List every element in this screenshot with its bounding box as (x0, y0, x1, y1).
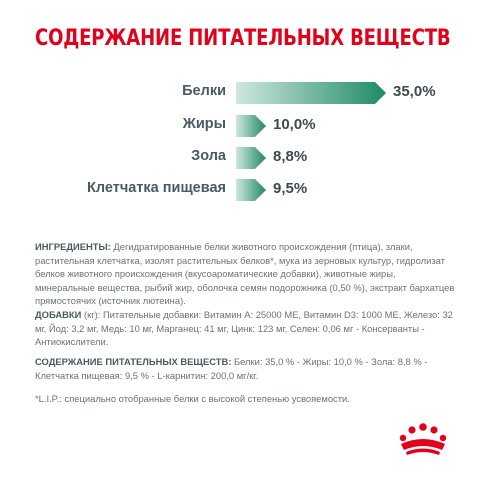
nutrient-bar-shape (236, 147, 266, 169)
additives-block: ДОБАВКИ (кг): Питательные добавки: Витам… (35, 308, 455, 349)
nutrient-bar (236, 115, 266, 137)
nutrients-summary-text: Белки: 35,0 % - Жиры: 10,0 % - Зола: 8,8… (35, 356, 428, 381)
nutrient-value: 8,8% (273, 148, 308, 165)
nutrient-value: 35,0% (393, 83, 436, 100)
nutrient-label: Жиры (182, 116, 226, 132)
royal-canin-crown-logo (399, 423, 447, 455)
ingredients-text: Дегидратированные белки животного происх… (35, 241, 455, 307)
nutrient-row-fiber: Клетчатка пищевая 9,5% (0, 179, 480, 201)
nutrient-row-protein: Белки 35,0% (0, 82, 480, 104)
nutrient-bar (236, 82, 386, 104)
additives-text: (кг): Питательные добавки: Витамин А: 25… (35, 309, 453, 348)
nutrient-row-ash: Зола 8,8% (0, 147, 480, 169)
nutrient-bar-shape (236, 115, 266, 137)
page-title: СОДЕРЖАНИЕ ПИТАТЕЛЬНЫХ ВЕЩЕСТВ (35, 26, 451, 51)
nutrient-bar (236, 179, 266, 201)
nutrient-bar (236, 147, 266, 169)
nutrient-label: Белки (182, 83, 226, 99)
nutrients-summary-block: СОДЕРЖАНИЕ ПИТАТЕЛЬНЫХ ВЕЩЕСТВ: Белки: 3… (35, 355, 455, 382)
nutrient-value: 10,0% (273, 116, 316, 133)
footnote: *L.I.P.: специально отобранные белки с в… (35, 393, 350, 404)
ingredients-block: ИНГРЕДИЕНТЫ: Дегидратированные белки жив… (35, 240, 455, 308)
nutrient-label: Зола (191, 148, 226, 164)
additives-label: ДОБАВКИ (35, 309, 82, 320)
nutrient-bar-shape (236, 82, 386, 104)
ingredients-label: ИНГРЕДИЕНТЫ: (35, 241, 111, 252)
nutrients-summary-label: СОДЕРЖАНИЕ ПИТАТЕЛЬНЫХ ВЕЩЕСТВ: (35, 356, 232, 367)
nutrient-row-fat: Жиры 10,0% (0, 115, 480, 137)
nutrient-value: 9,5% (273, 180, 308, 197)
nutrient-bar-shape (236, 179, 266, 201)
nutrient-label: Клетчатка пищевая (87, 180, 226, 196)
